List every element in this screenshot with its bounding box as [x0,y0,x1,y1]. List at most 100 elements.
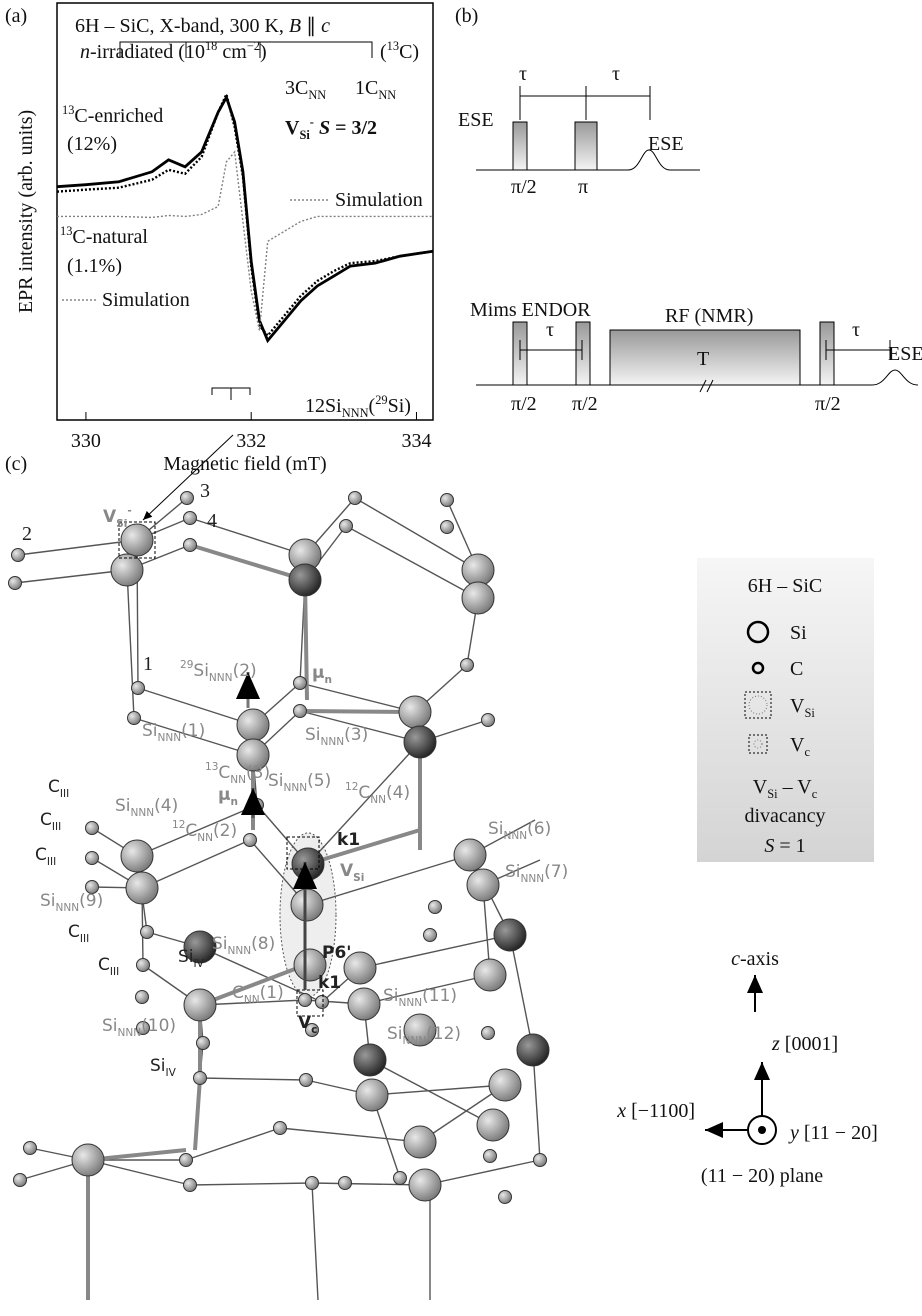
structure-label: SiNNN(1) [142,721,205,744]
text-part: x [616,1100,626,1122]
text-part: III [80,933,89,945]
text-part: NNN [399,997,423,1009]
text-part: [0001] [780,1033,838,1055]
si-atom [494,919,526,951]
c-atom [12,549,25,562]
c-atom [244,834,257,847]
text-part: Si [102,1016,118,1036]
text-part: Si [115,796,131,816]
pulse-label: T [697,348,709,370]
bond [127,570,134,718]
text-part: (3) [344,725,368,745]
text-part: (5) [307,771,331,791]
pulse-label: π [578,176,588,198]
structure-label: 29SiNNN(2) [180,659,257,684]
structure-label: P6' [322,943,352,963]
text-part: V [753,776,768,798]
c-atom [441,494,454,507]
plot-frame [57,3,433,420]
text-part: III [52,821,61,833]
pulse-label: π/2 [572,393,598,415]
text-part: Si [40,891,56,911]
text-part: IV [194,958,205,970]
si-atom [454,839,486,871]
text-part: Si [116,518,127,530]
si-atom [477,1109,509,1141]
x-axis-label: Magnetic field (mT) [163,453,326,475]
si-atom [399,696,431,728]
text-part: (11) [422,986,457,1006]
text-part: −2 [247,39,260,53]
legend-note: VSi – Vc [753,776,818,801]
c-atom [132,682,145,695]
pulse-diagrams [476,86,918,392]
x-tick-label: 332 [236,430,266,452]
text-part: C [98,955,110,975]
text-part: Si [387,1024,403,1044]
annotation: (13C) [380,39,419,63]
pulse [513,122,527,170]
text-part: k1 [337,830,360,850]
pulse [820,322,834,385]
structure-label: CIII [68,922,89,945]
c-atom [141,926,154,939]
bond [280,1128,420,1142]
c-atom [86,852,99,865]
c-atom [461,659,474,672]
text-part: NN [370,794,386,806]
c-atom [180,1154,193,1167]
text-part: (11 − 20) plane [701,1165,823,1187]
text-part: 13 [387,39,399,53]
text-part: (6) [527,819,551,839]
si-atom [237,709,269,741]
axis-caption: y [11 − 20] [788,1122,878,1144]
structure-label: 12CNN(2) [172,819,237,844]
axis-caption: z [0001] [771,1033,838,1055]
text-part: k1 [318,973,341,993]
c-atom [136,991,149,1004]
x-tick-label: 330 [71,430,101,452]
text-part: B [289,15,301,37]
c-atom [194,1072,207,1085]
text-part: 29 [180,659,193,671]
annotation: Simulation [335,189,423,211]
c-atom [86,822,99,835]
legend-note: S = 1 [764,835,805,857]
structure-label: CIII [48,777,69,800]
text-part: c [804,745,810,759]
text-part: Si [268,771,284,791]
text-part: NNN [284,782,308,794]
text-part: 2 [22,523,32,545]
annotation: 1CNN [355,77,396,102]
panel-label: (b) [455,5,478,27]
text-part: Si [212,934,228,954]
text-part: ) [260,41,267,63]
text-part: Si [488,819,504,839]
c-atom [184,539,197,552]
text-part: (12) [426,1024,461,1044]
text-part: C [185,821,197,841]
si-atom [184,989,216,1021]
annotation: 13C-natural [60,224,148,248]
c-atom [482,1027,495,1040]
c-atom [340,520,353,533]
text-part: [11 − 20] [799,1122,878,1144]
y-axis-label: EPR intensity (arb. units) [15,110,37,313]
si-atom [404,1126,436,1158]
text-part: Si [790,622,807,644]
text-part: NNN [131,807,155,819]
bond [346,526,478,598]
structure-label: SiIV [150,1056,177,1079]
structure-label: SiNNN(7) [505,862,568,885]
text-part: V [103,507,117,527]
text-part: NN [197,832,213,844]
text-part: y [788,1122,799,1144]
c-atom [484,1150,497,1163]
y-symbol [758,1126,766,1134]
c-atom [316,996,329,1009]
text-part: 3C [285,77,308,99]
text-part: C [68,922,80,942]
text-part: 29 [375,393,387,407]
text-part: = 3/2 [330,117,377,139]
structure-label: k1 [337,830,360,850]
